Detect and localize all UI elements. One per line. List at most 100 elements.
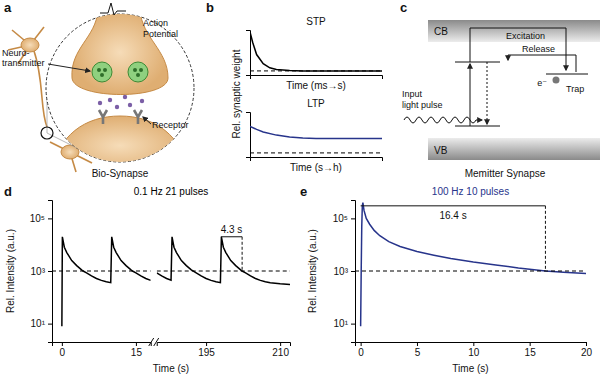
tick: 10 xyxy=(468,342,480,358)
axis-line xyxy=(356,343,587,347)
tick: 15 xyxy=(131,342,143,358)
transmitter-dot xyxy=(97,68,101,72)
chart-title: STP xyxy=(306,16,326,27)
data-line xyxy=(62,237,151,326)
reference-line xyxy=(355,271,586,272)
label: VB xyxy=(434,145,448,156)
electron xyxy=(553,77,560,84)
bracket xyxy=(221,236,242,237)
reference-line xyxy=(52,271,151,272)
axis-break xyxy=(154,338,159,346)
plot-area xyxy=(52,237,151,326)
tick: 0 xyxy=(358,342,364,358)
axis-title: Rel. Intensity (a.u.) xyxy=(5,229,16,313)
chart-title: LTP xyxy=(307,98,325,109)
annotation: 16.4 s xyxy=(439,210,466,221)
presynaptic xyxy=(72,10,168,95)
tick-label: 10⁵ xyxy=(30,213,45,224)
tick-mark xyxy=(48,324,52,325)
tick-label: 10³ xyxy=(334,266,349,277)
label: Input xyxy=(402,89,423,99)
tick-mark xyxy=(530,342,531,346)
transmitter-dot xyxy=(100,73,104,77)
receptor xyxy=(99,110,107,124)
tick-label: 0 xyxy=(60,347,66,358)
neurotransmitter xyxy=(128,103,132,107)
tick-mark xyxy=(586,342,587,346)
tick-mark xyxy=(280,342,281,346)
synapse xyxy=(50,10,190,175)
tick: 20 xyxy=(581,342,593,358)
tick: 10³ xyxy=(31,266,52,277)
label: Release xyxy=(522,44,555,54)
axis-line xyxy=(246,113,251,158)
label: Excitation xyxy=(506,31,545,41)
axis: 195 210 xyxy=(157,342,290,358)
emission-arrow xyxy=(487,62,488,124)
tick: 5 xyxy=(415,342,421,358)
tick-label: 195 xyxy=(198,347,215,358)
excitation-arrow xyxy=(470,28,566,70)
chart-title: 100 Hz 10 pulses xyxy=(432,186,509,197)
tick-label: 5 xyxy=(415,347,421,358)
axis-line xyxy=(53,343,152,347)
reference-line xyxy=(250,70,382,71)
conduction-band xyxy=(428,20,600,42)
axis: 05101520 xyxy=(356,342,593,358)
label: Neuro- xyxy=(2,48,30,58)
tick: 10¹ xyxy=(31,318,52,329)
tick-mark xyxy=(361,342,362,346)
tick-label: 10 xyxy=(468,347,480,358)
tick: 210 xyxy=(272,342,289,358)
transmitter-dot xyxy=(136,73,140,77)
chart: 10¹10³10⁵0151952104.3 s0.1 Hz 21 pulsesT… xyxy=(5,186,291,374)
label: CB xyxy=(434,26,448,37)
tick: 0 xyxy=(60,342,66,358)
tick-label: 0 xyxy=(358,347,364,358)
panel-c: CBVBExcitatione⁻TrapReleaseInputlight pu… xyxy=(402,20,600,179)
data-line xyxy=(250,32,382,71)
tick: 10⁵ xyxy=(30,213,52,224)
reference-line xyxy=(250,152,382,153)
tick: 10³ xyxy=(334,266,355,277)
label: light pulse xyxy=(402,100,443,110)
tick-label: 10³ xyxy=(31,266,46,277)
chart: STPTime (ms→s)Rel. synaptic weight xyxy=(231,16,383,138)
figure: abcdeActionPotentialNeuro-transmitterRec… xyxy=(0,0,600,376)
trap-level xyxy=(546,74,588,75)
axis-line xyxy=(351,201,356,343)
neurotransmitter xyxy=(98,101,102,105)
vesicle xyxy=(92,62,112,82)
axis: 0 15 xyxy=(53,342,152,358)
neurotransmitter xyxy=(140,99,144,103)
tick-mark xyxy=(62,342,63,346)
label: transmitter xyxy=(2,58,45,68)
excited-level xyxy=(455,62,500,63)
bracket-drop xyxy=(242,237,243,271)
annotation: 4.3 s xyxy=(221,224,243,235)
ground-level xyxy=(455,126,500,127)
data-line xyxy=(157,237,290,285)
reference-line xyxy=(157,271,290,272)
pointer xyxy=(143,117,151,124)
axis-title: Time (s) xyxy=(153,363,189,374)
axis-line xyxy=(246,31,251,76)
neurotransmitter xyxy=(108,98,112,102)
panel-label: c xyxy=(400,0,407,15)
release-arrow xyxy=(508,55,576,72)
tick-mark xyxy=(351,324,355,325)
axis-line xyxy=(157,343,290,347)
vesicle xyxy=(128,62,148,82)
label: Potential xyxy=(143,29,178,39)
transmitter-dot xyxy=(103,68,107,72)
plot-area xyxy=(157,237,290,285)
tick: 10¹ xyxy=(334,318,355,329)
tick-mark xyxy=(136,342,137,346)
axis: 10¹10³10⁵ xyxy=(333,201,356,343)
label: Receptor xyxy=(152,120,189,130)
bracket-drop xyxy=(545,206,546,271)
absorption-arrow xyxy=(470,64,471,126)
tick-mark xyxy=(473,342,474,346)
panel-label: b xyxy=(206,0,214,15)
panel-label: a xyxy=(4,0,12,15)
